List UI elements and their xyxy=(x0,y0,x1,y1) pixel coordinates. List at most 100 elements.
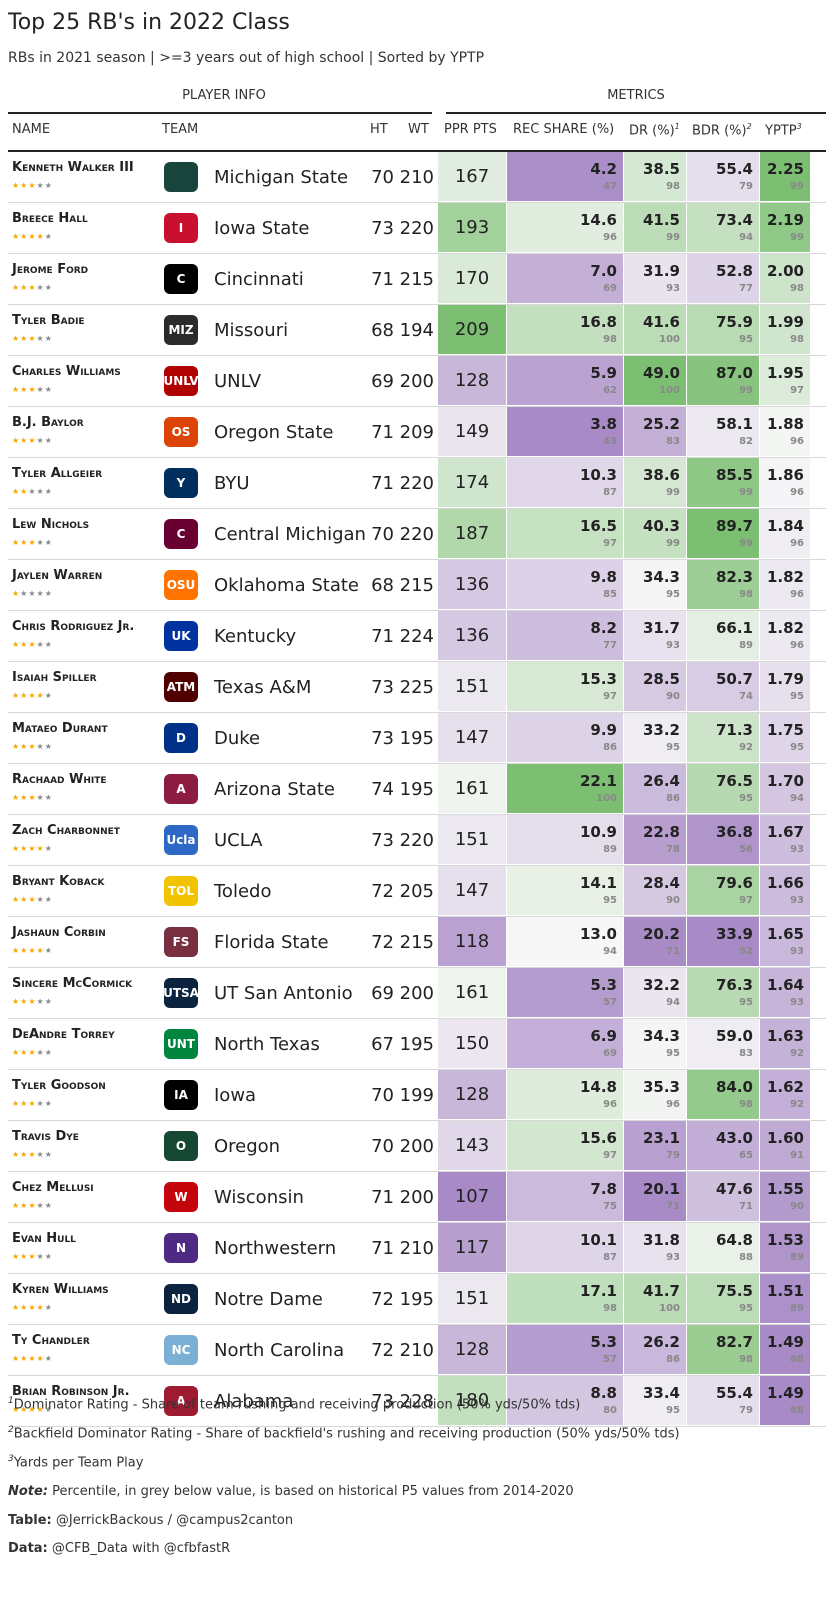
weight: 195 xyxy=(399,1289,434,1310)
cell-bdr: 47.6 71 xyxy=(687,1172,759,1221)
table-body: Kenneth Walker III ★★★★★ Michigan State 70 2… xyxy=(8,152,826,1427)
star-icon: ★ xyxy=(28,997,37,1006)
footnote-1: 1Dominator Rating - Share of team rushin… xyxy=(8,1396,580,1412)
rec-value: 9.8 xyxy=(590,568,617,586)
yptp-percentile: 98 xyxy=(790,283,804,294)
bdr-value: 79.6 xyxy=(715,874,753,892)
star-icon: ★ xyxy=(44,844,53,853)
star-icon: ★ xyxy=(36,895,45,904)
star-rating: ★★★★★ xyxy=(12,589,53,598)
cell-bdr: 82.3 98 xyxy=(687,560,759,609)
logo-text: OS xyxy=(171,425,191,439)
bdr-value: 84.0 xyxy=(715,1078,753,1096)
table-credit-label: Table: xyxy=(8,1513,52,1528)
star-icon: ★ xyxy=(12,895,21,904)
rec-value: 13.0 xyxy=(579,925,617,943)
team-name: Missouri xyxy=(214,320,289,341)
star-icon: ★ xyxy=(28,436,37,445)
weight: 199 xyxy=(399,1085,434,1106)
cell-ppr: 161 xyxy=(438,764,506,813)
dr-value: 38.5 xyxy=(642,160,680,178)
star-icon: ★ xyxy=(12,385,21,394)
height: 71 xyxy=(371,1238,394,1259)
cell-ppr: 174 xyxy=(438,458,506,507)
rec-value: 10.3 xyxy=(579,466,617,484)
rec-percentile: 87 xyxy=(603,487,617,498)
rec-value: 5.9 xyxy=(590,364,617,382)
dr-value: 34.3 xyxy=(642,1027,680,1045)
star-icon: ★ xyxy=(36,997,45,1006)
weight: 220 xyxy=(399,218,434,239)
rec-value: 7.0 xyxy=(590,262,617,280)
height: 69 xyxy=(371,371,394,392)
weight: 195 xyxy=(399,779,434,800)
cell-dr: 38.6 99 xyxy=(624,458,686,507)
bdr-percentile: 99 xyxy=(739,487,753,498)
cell-dr: 33.4 95 xyxy=(624,1376,686,1425)
cell-ppr: 170 xyxy=(438,254,506,303)
yptp-percentile: 95 xyxy=(790,691,804,702)
star-icon: ★ xyxy=(44,181,53,190)
team-name: Northwestern xyxy=(214,1238,337,1259)
ucla-logo-icon: Ucla xyxy=(164,825,198,855)
star-icon: ★ xyxy=(36,946,45,955)
ppr-value: 128 xyxy=(454,370,490,391)
height: 70 xyxy=(371,167,394,188)
team-name: Central Michigan xyxy=(214,524,366,545)
footnote-3: 3Yards per Team Play xyxy=(8,1454,143,1470)
star-icon: ★ xyxy=(12,1201,21,1210)
weight: 215 xyxy=(399,932,434,953)
height: 73 xyxy=(371,728,394,749)
star-rating: ★★★★★ xyxy=(12,1405,53,1414)
logo-text: D xyxy=(176,731,186,745)
logo-text: UNT xyxy=(167,1037,195,1051)
yptp-value: 1.99 xyxy=(766,313,804,331)
star-icon: ★ xyxy=(20,793,29,802)
star-rating: ★★★★★ xyxy=(12,283,53,292)
star-icon: ★ xyxy=(12,1099,21,1108)
player-name: Brian Robinson Jr. xyxy=(12,1384,130,1399)
star-icon: ★ xyxy=(28,487,37,496)
star-rating: ★★★★★ xyxy=(12,232,53,241)
star-icon: ★ xyxy=(12,487,21,496)
star-rating: ★★★★★ xyxy=(12,691,53,700)
unlv-logo-icon: UNLV xyxy=(163,366,199,396)
cell-ppr: 150 xyxy=(438,1019,506,1068)
height: 68 xyxy=(371,320,394,341)
yptp-percentile: 96 xyxy=(790,487,804,498)
table-row: Zach Charbonnet ★★★★★ Ucla UCLA 73 220 151 10.9… xyxy=(8,815,826,866)
cell-yptp: 1.66 93 xyxy=(760,866,810,915)
yptp-value: 1.70 xyxy=(766,772,804,790)
dr-percentile: 99 xyxy=(666,232,680,243)
height: 72 xyxy=(371,1289,394,1310)
star-icon: ★ xyxy=(20,1252,29,1261)
cell-yptp: 1.62 92 xyxy=(760,1070,810,1119)
dr-percentile: 100 xyxy=(659,385,680,396)
star-icon: ★ xyxy=(20,589,29,598)
team-name: Cincinnati xyxy=(214,269,304,290)
star-icon: ★ xyxy=(36,844,45,853)
dr-value: 26.2 xyxy=(642,1333,680,1351)
player-name: Rachaad White xyxy=(12,772,107,787)
cell-ppr: 147 xyxy=(438,713,506,762)
yptp-percentile: 96 xyxy=(790,436,804,447)
cell-bdr: 59.0 83 xyxy=(687,1019,759,1068)
bdr-percentile: 99 xyxy=(739,538,753,549)
cell-bdr: 55.4 79 xyxy=(687,1376,759,1425)
cell-dr: 31.8 93 xyxy=(624,1223,686,1272)
bdr-percentile: 65 xyxy=(739,1150,753,1161)
logo-text: UNLV xyxy=(163,374,199,388)
dr-value: 41.7 xyxy=(642,1282,680,1300)
bdr-value: 82.7 xyxy=(715,1333,753,1351)
player-name: Jerome Ford xyxy=(12,262,89,277)
logo-text: MIZ xyxy=(168,323,194,337)
star-icon: ★ xyxy=(44,385,53,394)
spanner-rule-metrics xyxy=(446,112,826,114)
rec-value: 3.8 xyxy=(590,415,617,433)
height: 67 xyxy=(371,1034,394,1055)
spanner-rule-info xyxy=(8,112,432,114)
cell-dr: 41.7 100 xyxy=(624,1274,686,1323)
cell-dr: 28.5 90 xyxy=(624,662,686,711)
dr-percentile: 78 xyxy=(666,844,680,855)
yptp-percentile: 89 xyxy=(790,1303,804,1314)
